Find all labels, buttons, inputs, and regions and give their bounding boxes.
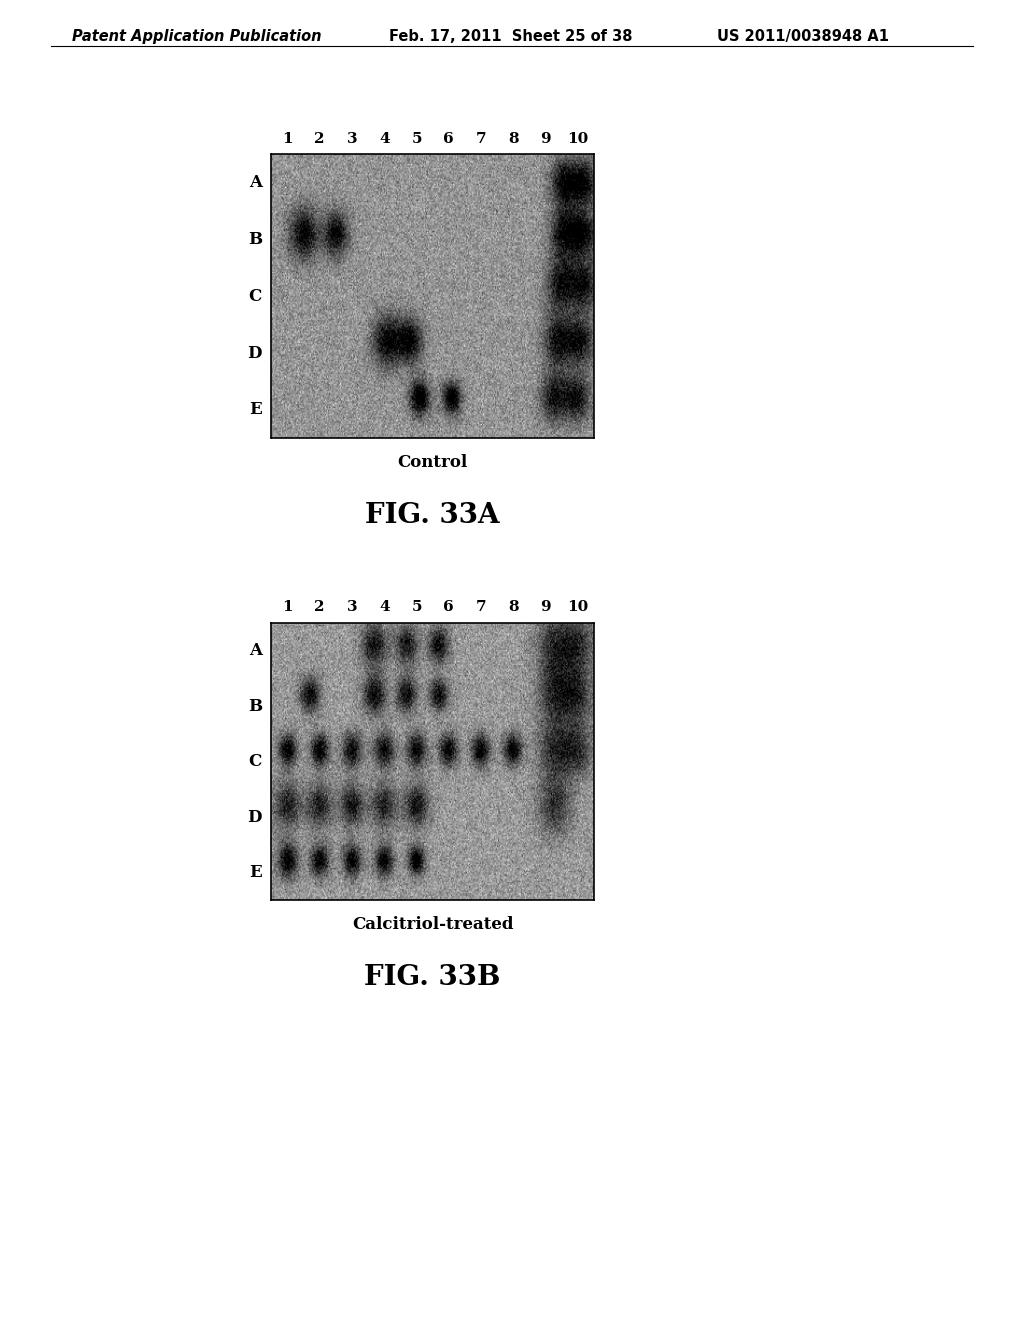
Text: 6: 6	[443, 601, 454, 614]
Text: D: D	[248, 345, 262, 362]
Text: FIG. 33B: FIG. 33B	[365, 964, 501, 990]
Text: D: D	[248, 809, 262, 825]
Text: 7: 7	[476, 132, 486, 145]
Text: B: B	[248, 698, 262, 714]
Text: Feb. 17, 2011  Sheet 25 of 38: Feb. 17, 2011 Sheet 25 of 38	[389, 29, 633, 44]
Text: 3: 3	[347, 132, 357, 145]
Text: 4: 4	[379, 601, 389, 614]
Text: 10: 10	[567, 601, 589, 614]
Text: 8: 8	[508, 132, 518, 145]
Text: 10: 10	[567, 132, 589, 145]
Text: 9: 9	[541, 132, 551, 145]
Text: Control: Control	[397, 454, 468, 471]
Text: A: A	[249, 643, 262, 659]
Text: 1: 1	[283, 132, 293, 145]
Text: C: C	[249, 288, 262, 305]
Text: FIG. 33A: FIG. 33A	[366, 502, 500, 528]
Text: B: B	[248, 231, 262, 248]
Text: A: A	[249, 174, 262, 191]
Text: E: E	[249, 865, 262, 880]
Text: Patent Application Publication: Patent Application Publication	[72, 29, 322, 44]
Text: C: C	[249, 754, 262, 770]
Text: 3: 3	[347, 601, 357, 614]
Text: 4: 4	[379, 132, 389, 145]
Text: 2: 2	[314, 132, 325, 145]
Text: 5: 5	[412, 601, 422, 614]
Text: Calcitriol-treated: Calcitriol-treated	[352, 916, 513, 933]
Text: US 2011/0038948 A1: US 2011/0038948 A1	[717, 29, 889, 44]
Text: 9: 9	[541, 601, 551, 614]
Text: 8: 8	[508, 601, 518, 614]
Text: E: E	[249, 401, 262, 418]
Text: 2: 2	[314, 601, 325, 614]
Text: 6: 6	[443, 132, 454, 145]
Text: 1: 1	[283, 601, 293, 614]
Text: 5: 5	[412, 132, 422, 145]
Text: 7: 7	[476, 601, 486, 614]
